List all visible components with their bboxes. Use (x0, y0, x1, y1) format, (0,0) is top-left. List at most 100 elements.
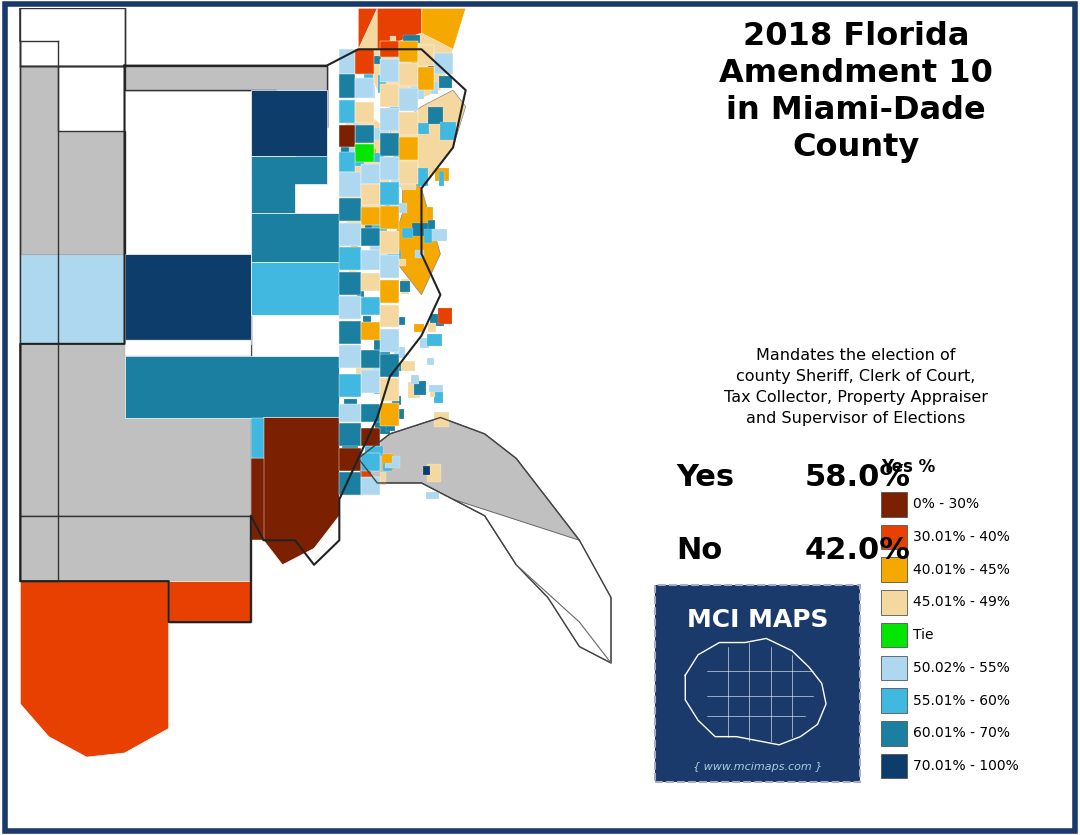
Polygon shape (339, 423, 362, 446)
Polygon shape (440, 123, 456, 139)
Polygon shape (375, 190, 382, 201)
Polygon shape (383, 163, 394, 173)
Polygon shape (380, 354, 400, 377)
Polygon shape (392, 396, 401, 405)
Polygon shape (382, 159, 392, 170)
Polygon shape (380, 402, 400, 426)
Polygon shape (418, 45, 434, 66)
Polygon shape (251, 213, 339, 262)
Polygon shape (346, 167, 354, 179)
Polygon shape (350, 270, 355, 286)
Polygon shape (380, 256, 400, 278)
Polygon shape (382, 453, 394, 470)
Polygon shape (339, 473, 362, 495)
Polygon shape (401, 281, 410, 292)
Polygon shape (362, 185, 380, 205)
Polygon shape (391, 177, 408, 187)
Polygon shape (391, 203, 407, 213)
Polygon shape (434, 168, 448, 181)
Polygon shape (355, 125, 374, 144)
Polygon shape (365, 211, 377, 229)
Polygon shape (124, 66, 327, 127)
Polygon shape (364, 316, 370, 326)
Polygon shape (377, 8, 421, 49)
Polygon shape (427, 334, 442, 347)
Polygon shape (402, 228, 413, 238)
Polygon shape (362, 297, 380, 315)
Bar (881, 655, 907, 681)
Polygon shape (400, 137, 418, 159)
Polygon shape (339, 296, 362, 319)
Polygon shape (383, 456, 392, 471)
Polygon shape (362, 321, 380, 340)
Polygon shape (340, 300, 347, 312)
Polygon shape (339, 198, 362, 221)
Polygon shape (362, 273, 380, 291)
Polygon shape (428, 323, 435, 331)
Polygon shape (390, 172, 441, 295)
Polygon shape (357, 288, 364, 301)
Polygon shape (251, 418, 264, 458)
Bar (881, 688, 907, 713)
Text: MCI MAPS: MCI MAPS (687, 608, 828, 632)
Polygon shape (346, 78, 362, 86)
Polygon shape (390, 261, 395, 271)
Polygon shape (380, 182, 400, 205)
Polygon shape (359, 8, 377, 49)
Polygon shape (380, 129, 389, 145)
Polygon shape (396, 260, 406, 266)
Polygon shape (429, 65, 434, 80)
Polygon shape (424, 229, 432, 243)
Polygon shape (363, 250, 373, 264)
Polygon shape (251, 155, 327, 213)
Polygon shape (360, 467, 372, 478)
Polygon shape (375, 418, 390, 433)
Polygon shape (384, 456, 401, 468)
Polygon shape (380, 41, 400, 58)
Polygon shape (391, 409, 404, 419)
Polygon shape (339, 403, 362, 422)
Polygon shape (380, 157, 400, 180)
Polygon shape (251, 458, 264, 540)
Text: 40.01% - 45%: 40.01% - 45% (914, 563, 1011, 577)
Text: 2018 Florida
Amendment 10
in Miami-Dade
County: 2018 Florida Amendment 10 in Miami-Dade … (719, 21, 993, 163)
Polygon shape (380, 109, 400, 131)
Text: 42.0%: 42.0% (805, 536, 910, 565)
Polygon shape (362, 403, 380, 422)
Polygon shape (341, 229, 353, 246)
Polygon shape (429, 107, 443, 124)
Polygon shape (339, 49, 359, 73)
Polygon shape (400, 161, 418, 185)
Polygon shape (339, 346, 362, 368)
Bar (881, 623, 907, 647)
Polygon shape (420, 338, 429, 347)
Polygon shape (426, 492, 438, 499)
Text: 70.01% - 100%: 70.01% - 100% (914, 759, 1020, 773)
Polygon shape (339, 73, 355, 99)
Polygon shape (362, 172, 373, 189)
Polygon shape (168, 581, 251, 622)
Polygon shape (381, 43, 396, 55)
Polygon shape (341, 137, 354, 154)
Polygon shape (417, 123, 429, 134)
Polygon shape (359, 418, 592, 598)
Polygon shape (21, 66, 327, 516)
Polygon shape (364, 70, 373, 81)
Polygon shape (431, 82, 438, 94)
Polygon shape (362, 164, 380, 185)
Bar (881, 721, 907, 746)
Polygon shape (21, 8, 124, 66)
Polygon shape (379, 198, 394, 208)
Polygon shape (395, 51, 410, 68)
Polygon shape (339, 223, 362, 245)
Polygon shape (352, 423, 357, 434)
Polygon shape (368, 149, 376, 160)
Polygon shape (359, 8, 454, 107)
Polygon shape (368, 363, 382, 371)
Polygon shape (393, 148, 404, 158)
Polygon shape (390, 36, 396, 50)
Polygon shape (393, 83, 408, 100)
Polygon shape (380, 231, 400, 254)
Bar (881, 590, 907, 615)
Polygon shape (416, 250, 424, 258)
